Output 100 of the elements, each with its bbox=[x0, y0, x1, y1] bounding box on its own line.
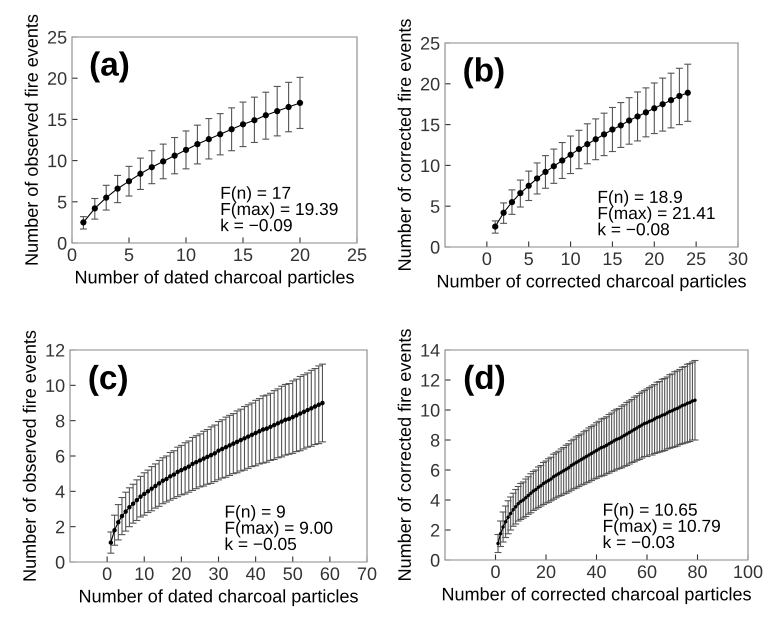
point bbox=[164, 476, 169, 482]
point bbox=[227, 443, 232, 448]
x-tick-label: 50 bbox=[283, 567, 302, 580]
annotation: (a) bbox=[90, 51, 128, 82]
point bbox=[272, 422, 276, 428]
point bbox=[296, 100, 304, 106]
point bbox=[80, 219, 87, 226]
point bbox=[316, 402, 321, 407]
x-tick-label: 0 bbox=[102, 567, 112, 580]
point bbox=[208, 452, 214, 458]
point bbox=[92, 205, 98, 212]
annotation: F(max) = 19.39 bbox=[222, 202, 338, 219]
point bbox=[198, 458, 202, 463]
y-axis-title: Number of observed fire events bbox=[24, 14, 38, 264]
y-axis-title: Number of observed fire events bbox=[22, 330, 36, 580]
x-axis-title: Number of dated charcoal particles bbox=[80, 589, 358, 606]
point bbox=[290, 414, 295, 420]
y-tick-label: 2 bbox=[56, 520, 64, 534]
x-tick-label: 30 bbox=[728, 252, 748, 266]
point bbox=[517, 190, 524, 196]
point bbox=[240, 121, 246, 128]
annotation: F(max) = 9.00 bbox=[226, 521, 332, 538]
y-tick-label: 4 bbox=[430, 494, 440, 507]
point bbox=[242, 436, 247, 441]
point bbox=[251, 117, 258, 124]
point bbox=[257, 429, 262, 434]
point bbox=[216, 448, 221, 453]
point bbox=[305, 408, 310, 412]
point bbox=[160, 478, 166, 483]
x-tick-label: 40 bbox=[246, 567, 265, 580]
point bbox=[668, 96, 674, 104]
point bbox=[260, 427, 266, 432]
y-tick-label: 0 bbox=[430, 554, 440, 567]
point bbox=[684, 90, 691, 96]
x-axis-title: Number of dated charcoal particles bbox=[76, 270, 354, 288]
x-tick-label: 5 bbox=[524, 252, 533, 266]
point bbox=[312, 404, 318, 409]
point bbox=[168, 474, 172, 479]
point bbox=[234, 440, 240, 444]
point bbox=[592, 136, 599, 142]
y-axis-title: Number of corrected fire events bbox=[398, 19, 411, 270]
y-tick-label: 25 bbox=[420, 36, 440, 50]
point bbox=[148, 164, 155, 170]
point bbox=[190, 462, 195, 466]
annotation: (c) bbox=[89, 364, 127, 396]
point bbox=[138, 494, 143, 499]
point bbox=[286, 416, 292, 422]
point bbox=[231, 441, 236, 446]
point bbox=[246, 434, 250, 439]
point bbox=[250, 432, 254, 438]
y-axis-title: Number of corrected fire events bbox=[398, 329, 411, 580]
x-tick-label: 80 bbox=[688, 565, 707, 578]
point bbox=[642, 109, 650, 116]
point bbox=[660, 101, 666, 108]
y-tick-label: 2 bbox=[431, 524, 440, 537]
point bbox=[253, 430, 258, 436]
point bbox=[217, 131, 224, 138]
point bbox=[149, 486, 154, 491]
point bbox=[205, 454, 210, 460]
point bbox=[626, 117, 632, 124]
point bbox=[103, 194, 110, 201]
point bbox=[542, 168, 549, 176]
point bbox=[212, 451, 218, 456]
point bbox=[171, 152, 178, 159]
point bbox=[676, 92, 683, 100]
y-tick-label: 10 bbox=[48, 154, 66, 168]
point bbox=[492, 223, 498, 230]
annotation: (d) bbox=[464, 364, 504, 396]
y-tick-label: 8 bbox=[56, 414, 64, 428]
y-tick-label: 20 bbox=[420, 78, 440, 91]
point bbox=[262, 112, 269, 118]
x-tick-label: 0 bbox=[68, 248, 76, 262]
annotation: F(n) = 17 bbox=[222, 186, 290, 202]
y-tick-label: 0 bbox=[58, 236, 66, 250]
point bbox=[182, 146, 190, 154]
point bbox=[123, 509, 128, 514]
x-tick-label: 20 bbox=[536, 565, 556, 578]
point bbox=[108, 540, 114, 545]
x-tick-label: 15 bbox=[234, 248, 252, 262]
point bbox=[584, 141, 590, 148]
point bbox=[194, 140, 201, 148]
point bbox=[142, 492, 146, 496]
x-tick-label: 10 bbox=[136, 567, 154, 580]
point bbox=[550, 163, 557, 170]
point bbox=[609, 126, 616, 133]
x-tick-label: 20 bbox=[290, 248, 310, 262]
point bbox=[600, 131, 608, 138]
point bbox=[526, 182, 532, 189]
point bbox=[220, 446, 224, 452]
point bbox=[576, 146, 582, 152]
y-tick-label: 10 bbox=[421, 159, 440, 172]
annotation: (b) bbox=[464, 57, 504, 88]
point bbox=[302, 410, 306, 414]
point bbox=[156, 481, 162, 486]
point bbox=[175, 470, 180, 474]
annotation: F(n) = 9 bbox=[226, 504, 285, 522]
point bbox=[276, 421, 280, 426]
point bbox=[130, 501, 136, 506]
x-tick-label: 10 bbox=[562, 252, 580, 266]
point bbox=[127, 505, 132, 510]
